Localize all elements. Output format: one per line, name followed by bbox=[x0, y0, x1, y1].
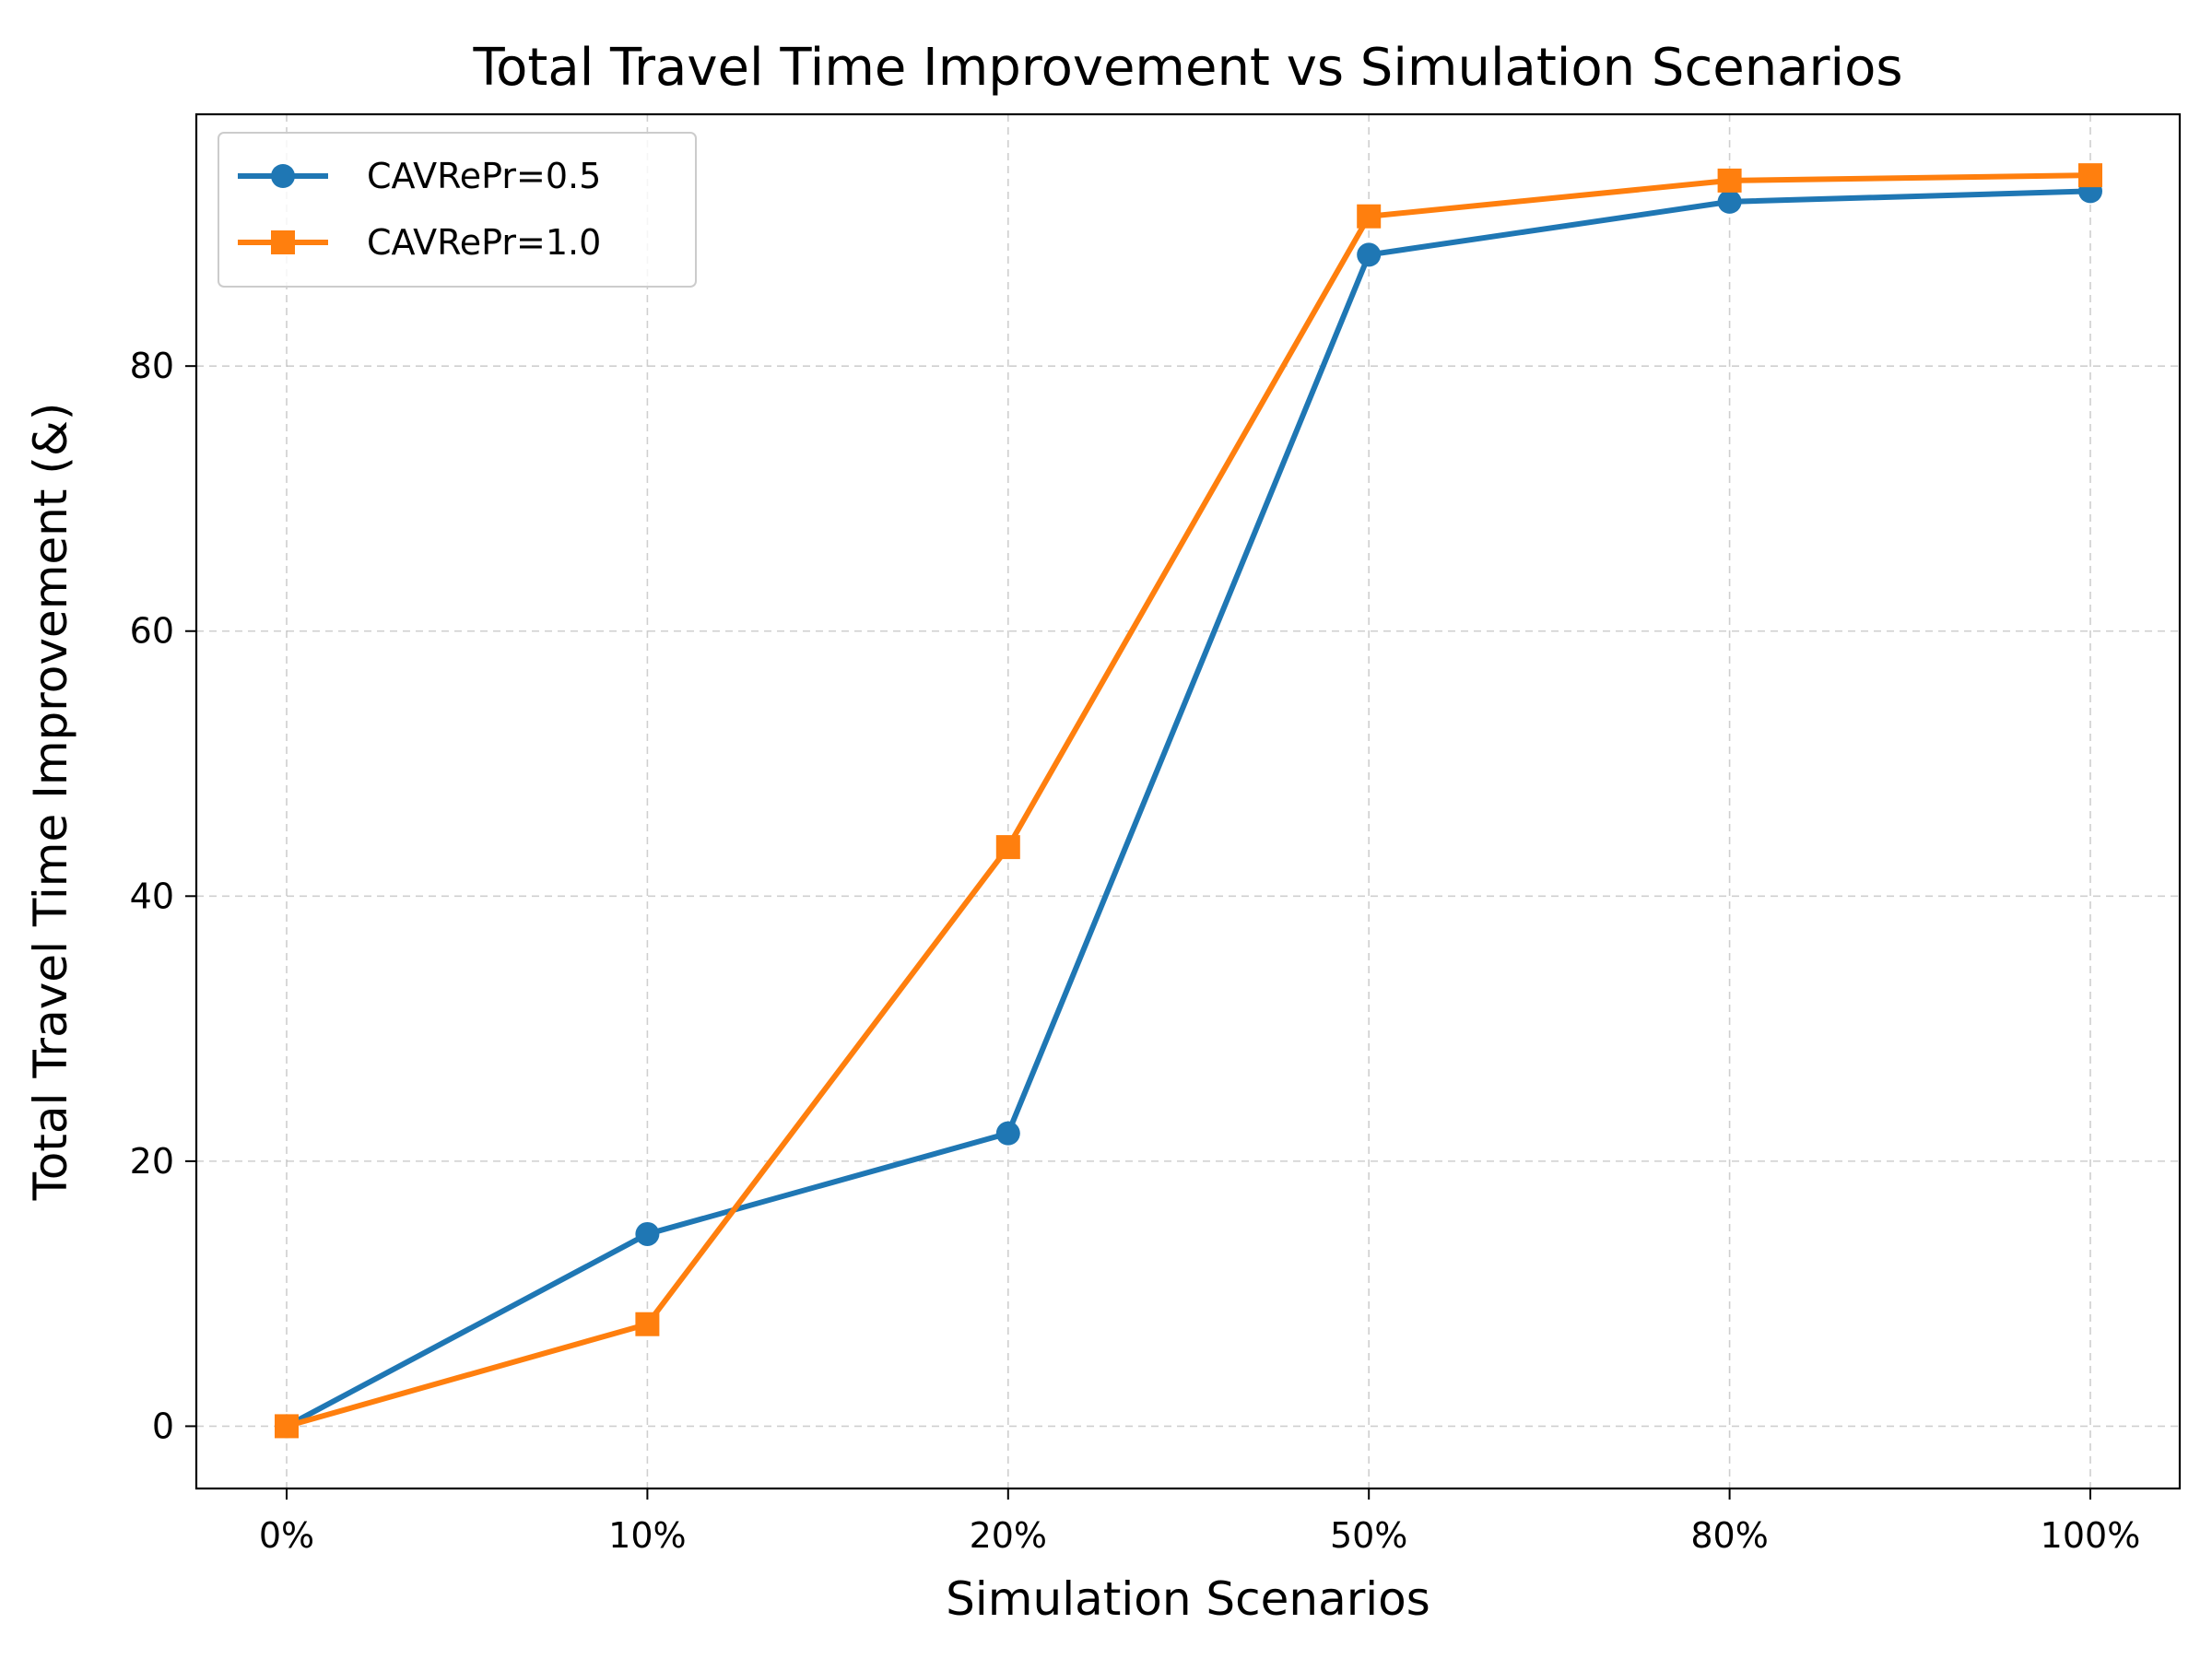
series-line bbox=[284, 188, 2093, 1430]
data-point bbox=[275, 1414, 299, 1439]
data-point bbox=[1717, 168, 1742, 193]
data-point bbox=[995, 1121, 1020, 1146]
data-point bbox=[1357, 242, 1382, 267]
x-tick-label: 10% bbox=[608, 1515, 686, 1556]
x-axis-title: Simulation Scenarios bbox=[946, 1572, 1430, 1626]
y-axis-title: Total Travel Time Improvement (&) bbox=[24, 403, 77, 1202]
legend-marker bbox=[271, 230, 295, 254]
y-tick-label: 60 bbox=[130, 611, 174, 652]
legend-item: CAVRePr=0.5 bbox=[238, 156, 601, 196]
ticks: 0% 10% 20% 50% 80% 100% 0 20 40 60 80 bbox=[130, 346, 2141, 1556]
chart-title: Total Travel Time Improvement vs Simulat… bbox=[472, 38, 1902, 98]
y-tick-label: 0 bbox=[152, 1406, 174, 1446]
data-point bbox=[2078, 163, 2102, 188]
legend-marker bbox=[271, 164, 295, 188]
x-tick-label: 0% bbox=[259, 1515, 314, 1556]
series-line bbox=[284, 172, 2093, 1430]
x-tick-label: 80% bbox=[1690, 1515, 1768, 1556]
legend: CAVRePr=0.5 CAVRePr=1.0 bbox=[218, 132, 697, 288]
plot-frame bbox=[194, 112, 2182, 1490]
x-tick-label: 50% bbox=[1330, 1515, 1407, 1556]
legend-label: CAVRePr=1.0 bbox=[367, 222, 601, 263]
legend-box bbox=[218, 132, 697, 288]
data-point bbox=[1717, 189, 1742, 214]
y-tick-label: 80 bbox=[130, 346, 174, 386]
y-tick-label: 40 bbox=[130, 876, 174, 916]
legend-label: CAVRePr=0.5 bbox=[367, 156, 601, 196]
data-point bbox=[635, 1312, 660, 1336]
x-tick-label: 100% bbox=[2041, 1515, 2141, 1556]
grid bbox=[196, 114, 2180, 1488]
data-point bbox=[635, 1221, 660, 1246]
series-layer bbox=[275, 163, 2102, 1439]
series-1 bbox=[275, 179, 2102, 1439]
x-tick-label: 20% bbox=[970, 1515, 1047, 1556]
series-2 bbox=[275, 163, 2102, 1439]
data-point bbox=[1357, 204, 1382, 229]
data-point bbox=[995, 835, 1020, 860]
y-tick-label: 20 bbox=[130, 1141, 174, 1182]
legend-item: CAVRePr=1.0 bbox=[238, 222, 601, 263]
